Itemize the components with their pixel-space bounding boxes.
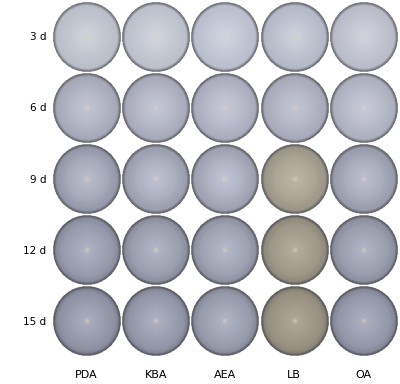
Text: 12 d: 12 d [23,245,46,256]
Text: AEA: AEA [214,369,236,380]
Text: 9 d: 9 d [30,174,46,185]
Text: OA: OA [355,369,372,380]
Text: KBA: KBA [144,369,167,380]
Text: PDA: PDA [75,369,98,380]
Text: 15 d: 15 d [23,316,46,327]
Text: 3 d: 3 d [30,32,46,43]
Text: 6 d: 6 d [30,103,46,114]
Text: LB: LB [287,369,301,380]
